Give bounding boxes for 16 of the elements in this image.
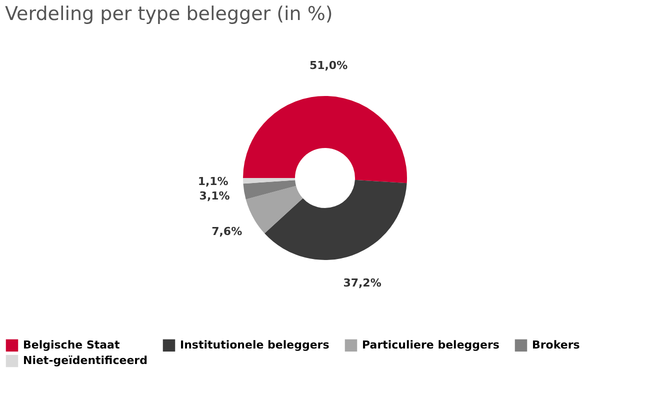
legend-label: Institutionele beleggers — [180, 338, 330, 352]
donut-slice — [243, 178, 296, 184]
donut-slice — [246, 186, 303, 234]
donut-slice — [243, 180, 296, 200]
data-label: 3,1% — [199, 190, 230, 203]
legend-label: Particuliere beleggers — [362, 338, 500, 352]
legend-label: Brokers — [532, 338, 580, 352]
donut-slice — [243, 96, 407, 184]
chart-title: Verdeling per type belegger (in %) — [5, 3, 333, 25]
data-label: 1,1% — [198, 174, 228, 188]
data-label: 7,6% — [212, 224, 242, 238]
legend-label: Belgische Staat — [23, 338, 120, 352]
data-label: 37,2% — [343, 276, 382, 290]
data-label: 51,0% — [309, 59, 348, 72]
legend-label: Niet-geïdentificeerd — [23, 354, 148, 367]
donut-slice — [264, 180, 407, 260]
